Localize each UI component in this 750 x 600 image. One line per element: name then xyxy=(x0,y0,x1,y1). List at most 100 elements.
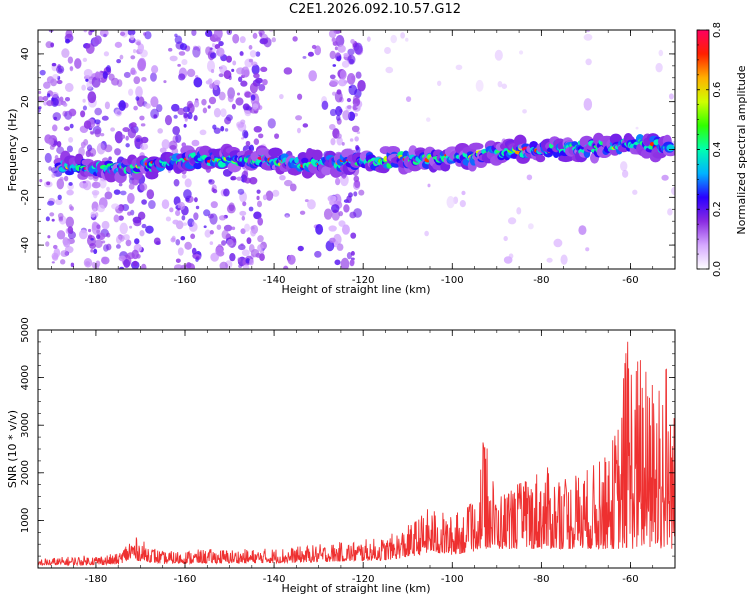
spectrogram-noise-cell xyxy=(426,117,431,122)
spectrogram-noise-cell xyxy=(218,73,224,78)
spectrogram-noise-cell xyxy=(130,67,136,75)
spectrogram-noise-cell xyxy=(255,77,263,84)
spectrogram-noise-cell xyxy=(287,254,296,265)
spectrogram-noise-cell xyxy=(295,115,303,121)
spectrogram-noise-cell xyxy=(494,49,503,61)
spectrogram-noise-cell xyxy=(218,215,226,221)
spectrogram-noise-cell xyxy=(52,112,62,121)
spectrogram-noise-cell xyxy=(207,213,214,219)
spectrogram-noise-cell xyxy=(85,43,95,54)
spectrogram-noise-cell xyxy=(289,183,297,192)
colorbar-tick-label: 0.0 xyxy=(712,261,723,277)
spectrogram-noise-cell xyxy=(38,96,44,102)
spectrogram-noise-cell xyxy=(94,128,101,138)
spectrogram-noise-cell xyxy=(455,64,463,71)
spectrogram-noise-cell xyxy=(119,234,125,242)
spectrogram-noise-cell xyxy=(175,209,181,217)
spectrogram-noise-cell xyxy=(342,110,351,121)
spectrogram-noise-cell xyxy=(353,191,358,197)
spectrogram-noise-cell xyxy=(216,224,222,230)
spectrogram-noise-cell xyxy=(585,247,590,252)
spectrogram-noise-cell xyxy=(139,115,145,121)
spectrogram-axes: -180 -160 -140 -120 -100 -80 -60 -40 -20 0 20 40 xyxy=(20,29,676,286)
spectrogram-noise-cell xyxy=(237,244,246,251)
spectrogram-noise-cell xyxy=(235,97,244,106)
spectrogram-noise-cell xyxy=(119,31,126,37)
spectrogram-noise-cell xyxy=(68,108,77,117)
spectrogram-noise-cell xyxy=(340,257,350,269)
spectrogram-noise-cell xyxy=(101,115,109,121)
spectrogram-noise-cell xyxy=(331,37,336,43)
spectrogram-noise-cell xyxy=(223,188,230,197)
spectrogram-noise-cell xyxy=(181,174,187,179)
spectrogram-noise-cell xyxy=(185,198,190,202)
spectrogram-noise-cell xyxy=(242,201,247,207)
spectrogram-noise-cell xyxy=(50,91,59,98)
spectrogram-noise-cell xyxy=(91,221,99,231)
spectrogram-noise-cell xyxy=(258,84,266,92)
spectrogram-noise-cell xyxy=(446,196,455,209)
spectrogram-noise-cell xyxy=(175,134,182,143)
spectrogram-noise-cell xyxy=(169,55,178,62)
spectrogram-noise-cell xyxy=(302,55,307,59)
spectrogram-noise-cell xyxy=(390,34,397,44)
spectrogram-noise-cell xyxy=(332,64,337,67)
spectrogram-noise-cell xyxy=(246,237,252,245)
spectrogram-noise-cell xyxy=(161,139,170,150)
y-tick-label: 2000 xyxy=(20,460,31,485)
spectrogram-noise-cell xyxy=(106,186,110,192)
spectrogram-noise-cell xyxy=(157,128,163,134)
spectrogram-ridge-cell xyxy=(268,147,283,158)
spectrogram-noise-cell xyxy=(258,133,264,139)
spectrogram-noise-cell xyxy=(341,224,350,235)
spectrogram-noise-cell xyxy=(259,32,263,37)
spectrogram-noise-cell xyxy=(118,100,126,111)
spectrogram-noise-cell xyxy=(103,244,109,252)
spectrogram-noise-cell xyxy=(282,265,289,269)
spectrogram-noise-cell xyxy=(227,94,234,103)
spectrogram-noise-cell xyxy=(583,33,593,41)
spectrogram-noise-cell xyxy=(237,257,241,263)
spectrogram-noise-cell xyxy=(331,204,340,213)
spectrogram-noise-cell xyxy=(123,234,130,241)
spectrogram-noise-cell xyxy=(52,244,58,250)
spectrogram-noise-cell xyxy=(191,247,197,255)
y-tick-label: 0 xyxy=(20,146,31,152)
spectrogram-noise-cell xyxy=(210,201,218,209)
spectrogram-noise-cell xyxy=(69,123,74,129)
spectrogram-noise-cell xyxy=(210,68,215,74)
spectrogram-noise-cell xyxy=(329,79,339,86)
spectrogram-noise-cell xyxy=(655,62,663,73)
spectrogram-noise-cell xyxy=(211,43,216,48)
colorbar-label: Normalized spectral amplitude xyxy=(735,65,748,234)
spectrogram-noise-cell xyxy=(83,68,93,78)
spectrogram-noise-cell xyxy=(272,189,280,197)
spectrogram-noise-cell xyxy=(205,46,212,56)
spectrogram-noise-cell xyxy=(184,241,192,250)
x-tick-label: -140 xyxy=(263,275,286,286)
spectrogram-noise-cell xyxy=(349,138,354,142)
spectrogram-noise-cell xyxy=(209,52,217,59)
spectrogram-noise-cell xyxy=(187,112,193,120)
spectrogram-noise-cell xyxy=(136,41,141,46)
spectrogram-noise-cell xyxy=(65,38,70,44)
x-tick-label: -180 xyxy=(85,275,108,286)
spectrogram-noise-cell xyxy=(140,136,149,144)
spectrogram-noise-cell xyxy=(242,129,249,139)
spectrogram-noise-cell xyxy=(68,181,73,186)
spectrogram-noise-cell xyxy=(352,95,360,104)
spectrogram-noise-cell xyxy=(229,253,236,262)
spectrogram-noise-cell xyxy=(336,243,344,251)
spectrogram-noise-cell xyxy=(49,145,55,150)
spectrogram-noise-cell xyxy=(140,263,147,269)
spectrogram-noise-cell xyxy=(210,252,220,262)
spectrogram-noise-cell xyxy=(353,175,360,183)
spectrogram-noise-cell xyxy=(578,225,587,236)
spectrogram-noise-cell xyxy=(94,239,103,249)
spectrogram-noise-cell xyxy=(64,96,71,102)
spectrogram-noise-cell xyxy=(195,205,200,210)
spectrogram-noise-cell xyxy=(146,189,155,200)
spectrogram-noise-cell xyxy=(142,32,147,36)
spectrogram-noise-cell xyxy=(297,93,303,100)
